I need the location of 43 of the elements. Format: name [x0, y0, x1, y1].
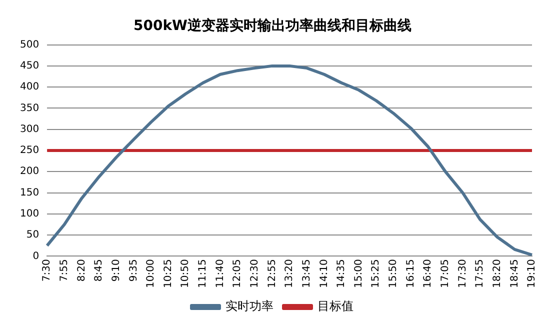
y-tick-label: 200 — [20, 166, 40, 178]
x-tick-label: 12:30 — [250, 259, 260, 288]
x-tick-label: 10:25 — [162, 259, 174, 288]
y-tick-label: 0 — [32, 250, 40, 262]
x-tick-label: 18:45 — [509, 259, 520, 288]
y-tick-label: 100 — [20, 208, 40, 220]
x-tick-label: 17:05 — [440, 259, 451, 288]
x-tick-label: 8:45 — [94, 259, 105, 282]
legend-label: 实时功率 — [226, 299, 274, 314]
x-tick-label: 16:15 — [405, 259, 416, 288]
y-tick-label: 500 — [20, 39, 40, 50]
x-tick-label: 16:40 — [422, 259, 434, 288]
x-tick-label: 14:35 — [336, 259, 348, 288]
x-tick-label: 15:50 — [388, 259, 400, 288]
x-tick-label: 7:30 — [42, 259, 53, 282]
x-tick-label: 13:45 — [301, 259, 312, 288]
x-tick-label: 11:15 — [198, 259, 209, 288]
x-tick-label: 8:20 — [76, 259, 88, 282]
x-tick-label: 19:10 — [526, 259, 538, 288]
y-tick-label: 400 — [20, 82, 40, 93]
y-tick-label: 250 — [20, 145, 40, 156]
x-tick-label: 11:40 — [214, 259, 226, 288]
y-tick-label: 450 — [20, 60, 40, 72]
x-tick-label: 18:20 — [492, 259, 503, 288]
x-tick-label: 10:00 — [146, 259, 157, 288]
x-tick-label: 10:50 — [180, 259, 192, 288]
x-tick-label: 9:35 — [128, 259, 140, 282]
x-tick-label: 13:20 — [284, 259, 296, 288]
y-tick-label: 350 — [20, 102, 40, 114]
x-tick-label: 17:30 — [457, 259, 468, 288]
y-tick-label: 300 — [20, 124, 40, 135]
chart-title: 500kW逆变器实时输出功率曲线和目标曲线 — [134, 17, 412, 34]
x-tick-label: 9:10 — [110, 259, 122, 282]
y-tick-label: 50 — [26, 230, 40, 241]
x-tick-label: 7:55 — [59, 259, 70, 282]
x-tick-label: 12:55 — [266, 259, 278, 288]
y-tick-label: 150 — [20, 187, 40, 198]
x-tick-label: 15:25 — [370, 259, 382, 288]
legend-label: 目标值 — [318, 299, 354, 314]
x-tick-label: 15:00 — [353, 259, 364, 288]
x-tick-label: 12:05 — [232, 259, 244, 288]
x-tick-label: 14:10 — [318, 259, 330, 288]
x-tick-label: 17:55 — [474, 259, 486, 288]
